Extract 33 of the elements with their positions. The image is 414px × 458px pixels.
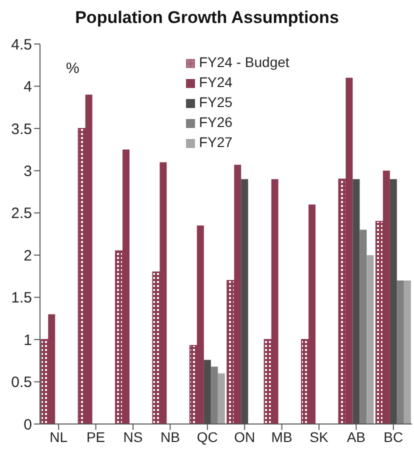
y-tick-label: 1.5 bbox=[11, 290, 32, 307]
bar bbox=[366, 255, 374, 424]
x-tick-label: SK bbox=[310, 428, 329, 445]
legend-label: FY25 bbox=[199, 94, 232, 110]
legend-label: FY24 - Budget bbox=[199, 54, 290, 70]
y-tick-label: 2 bbox=[24, 247, 32, 264]
x-tick-label: NS bbox=[123, 428, 143, 445]
y-tick-label: 0.5 bbox=[11, 374, 32, 392]
x-tick-label: NL bbox=[50, 428, 68, 445]
x-tick-label: QC bbox=[196, 428, 218, 445]
bar bbox=[210, 366, 218, 424]
x-tick-label: AB bbox=[346, 428, 366, 445]
chart-title: Population Growth Assumptions bbox=[74, 7, 340, 29]
y-tick-label: 4 bbox=[24, 78, 32, 96]
bar bbox=[360, 230, 367, 424]
bar bbox=[396, 280, 404, 424]
x-tick-label: PE bbox=[86, 428, 106, 445]
y-tick-label: 1 bbox=[24, 332, 32, 349]
x-tick-label: ON bbox=[234, 428, 256, 445]
y-tick-label: 3.5 bbox=[11, 120, 32, 138]
bar bbox=[218, 373, 225, 424]
y-tick-label: 4.5 bbox=[11, 36, 32, 54]
x-tick-label: BC bbox=[384, 428, 404, 445]
x-tick-label: NB bbox=[160, 428, 180, 445]
y-tick-label: 2.5 bbox=[11, 205, 32, 222]
legend-label: FY24 bbox=[199, 74, 232, 90]
x-tick-label: MB bbox=[271, 428, 292, 445]
y-tick-label: 0 bbox=[24, 416, 32, 434]
bar bbox=[404, 280, 411, 424]
y-tick-label: 3 bbox=[24, 162, 32, 180]
legend-label: FY27 bbox=[199, 134, 232, 150]
legend-label: FY26 bbox=[199, 114, 232, 130]
annotation: % bbox=[66, 60, 80, 77]
